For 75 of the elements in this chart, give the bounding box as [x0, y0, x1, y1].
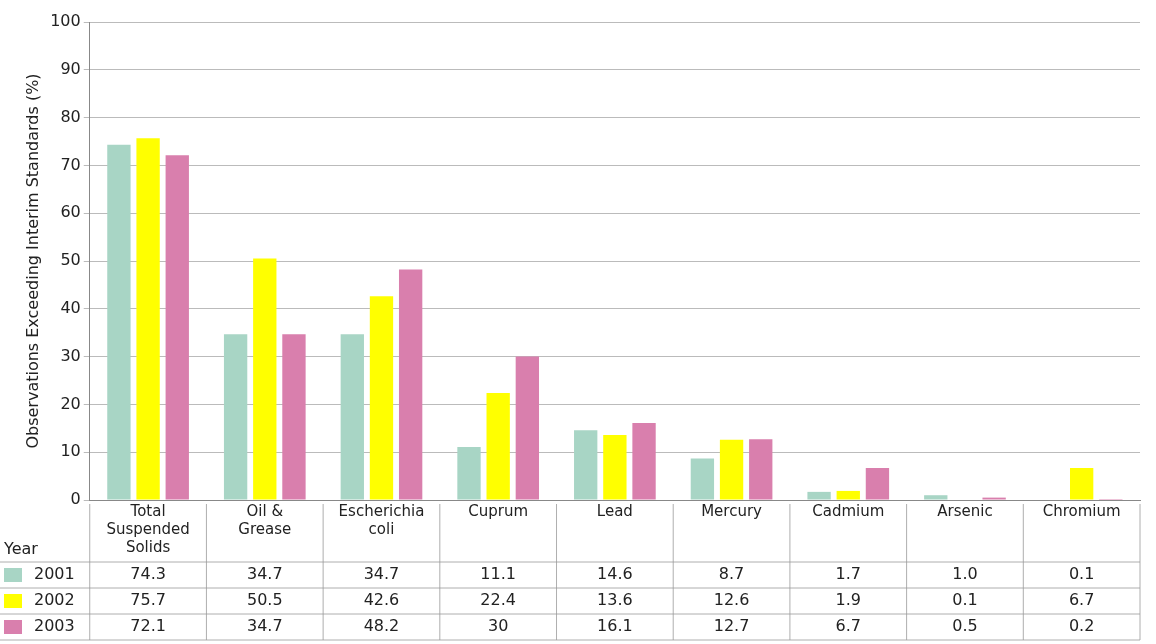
- x-tick-label: Escherichia coli: [338, 501, 425, 538]
- data-label: 34.7: [363, 564, 400, 584]
- data-label: 14.6: [597, 564, 633, 584]
- bar: [836, 490, 860, 500]
- bar: [807, 491, 831, 500]
- y-tick-label: 10: [60, 441, 81, 461]
- bar: [223, 334, 248, 500]
- y-tick-label: 90: [60, 58, 81, 78]
- data-label: 72.1: [130, 616, 166, 636]
- data-label: 1.7: [835, 564, 861, 584]
- data-label: 0.2: [1068, 616, 1095, 636]
- bar: [369, 296, 394, 500]
- y-axis-title: Observations Exceeding Interim Standards (%): [22, 73, 42, 449]
- data-label: 42.6: [363, 590, 400, 610]
- y-tick-label: 100: [50, 11, 81, 31]
- bar: [282, 334, 306, 500]
- data-label: 13.6: [597, 590, 633, 610]
- y-tick-label: 60: [60, 202, 81, 222]
- data-label: 1.0: [952, 564, 978, 584]
- y-tick-label: 50: [60, 250, 81, 270]
- data-label: 74.3: [130, 564, 166, 584]
- bar: [690, 458, 715, 500]
- data-label: 0.5: [952, 616, 978, 636]
- x-tick-label: Chromium: [1042, 501, 1121, 520]
- x-tick-label: Arsenic: [937, 501, 993, 520]
- data-label: 34.7: [246, 564, 283, 584]
- legend-label: 2002: [34, 590, 75, 610]
- data-label: 6.7: [1068, 590, 1095, 610]
- bar: [515, 356, 540, 500]
- data-label: 75.7: [130, 590, 166, 610]
- x-tick-label: Lead: [596, 501, 633, 520]
- y-tick-label: 40: [60, 297, 81, 317]
- bar: [603, 434, 627, 500]
- x-tick-label: Cuprum: [468, 501, 529, 520]
- data-label: 30: [487, 616, 509, 636]
- y-tick-label: 80: [60, 106, 81, 126]
- x-tick-label: Cadmium: [812, 501, 885, 520]
- y-tick-label: 30: [60, 345, 81, 365]
- y-tick-label: 70: [60, 154, 81, 174]
- bar: [749, 439, 773, 500]
- bar: [865, 467, 890, 500]
- data-label: 0.1: [1068, 564, 1095, 584]
- x-tick-label: Oil & Grease: [238, 501, 292, 538]
- y-tick-label: 0: [70, 489, 81, 509]
- bar: [632, 423, 656, 500]
- data-label: 11.1: [480, 564, 516, 584]
- data-label: 8.7: [718, 564, 745, 584]
- legend-label: 2003: [34, 616, 75, 636]
- data-label: 12.7: [713, 616, 750, 636]
- data-label: 16.1: [597, 616, 633, 636]
- data-label: 22.4: [480, 590, 516, 610]
- data-label: 6.7: [835, 616, 861, 636]
- bar: [340, 334, 364, 500]
- y-tick-label: 20: [60, 393, 81, 413]
- x-tick-label: Total Suspended Solids: [106, 501, 190, 556]
- bar: [574, 430, 598, 500]
- bar: [107, 144, 131, 500]
- bar: [457, 446, 481, 500]
- bar: [398, 269, 423, 500]
- bar: [165, 155, 189, 500]
- bar: [719, 439, 744, 500]
- bar: [253, 258, 277, 500]
- data-label: 34.7: [246, 616, 283, 636]
- data-label: 48.2: [363, 616, 400, 636]
- bar: [486, 392, 510, 500]
- legend-title: Year: [3, 539, 39, 559]
- x-tick-label: Mercury: [701, 501, 763, 520]
- bar: [924, 495, 948, 500]
- data-label: 1.9: [835, 590, 861, 610]
- data-label: 0.1: [952, 590, 978, 610]
- bar: [1069, 467, 1094, 500]
- legend-label: 2001: [34, 564, 75, 584]
- data-label: 50.5: [246, 590, 283, 610]
- bar: [136, 138, 160, 500]
- data-label: 12.6: [713, 590, 750, 610]
